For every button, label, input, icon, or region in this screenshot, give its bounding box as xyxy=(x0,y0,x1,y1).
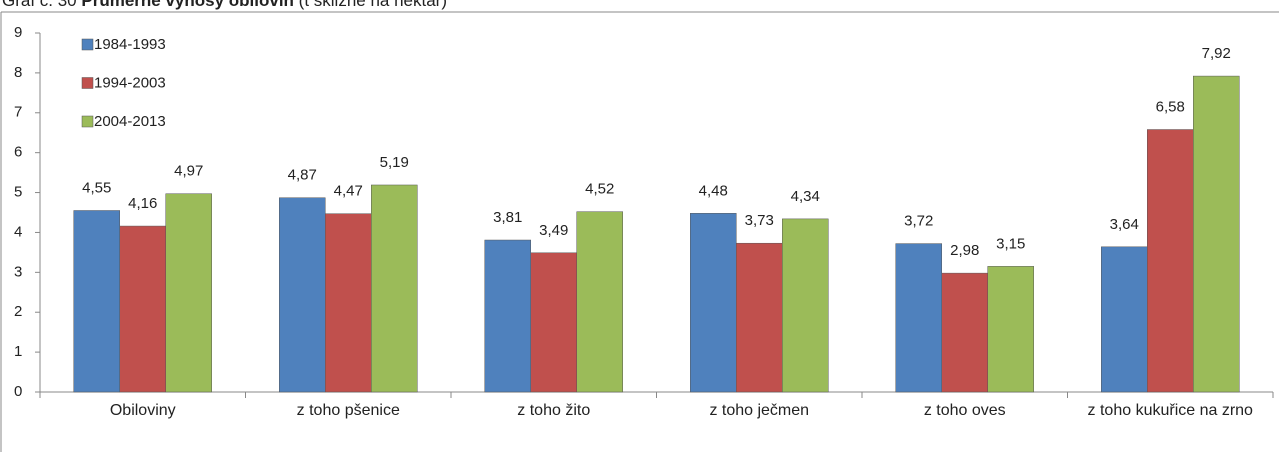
data-label: 3,15 xyxy=(996,235,1025,252)
data-label: 4,16 xyxy=(128,195,157,212)
bar xyxy=(484,239,531,393)
bar xyxy=(987,266,1034,393)
bar xyxy=(736,242,783,393)
x-tick-label: z toho kukuřice na zrno xyxy=(1087,402,1253,419)
y-tick-label: 2 xyxy=(14,303,22,320)
y-tick-label: 6 xyxy=(14,144,22,161)
data-label: 4,48 xyxy=(699,182,728,199)
data-label: 3,72 xyxy=(904,213,933,230)
legend-label: 1984-1993 xyxy=(94,36,166,53)
chart-title: Graf č. 30 Průměrné výnosy obilovin (t s… xyxy=(2,0,447,11)
bar xyxy=(165,193,212,393)
data-label: 7,92 xyxy=(1202,45,1231,62)
bar xyxy=(782,218,829,393)
x-tick-label: z toho žito xyxy=(517,402,591,419)
data-label: 4,34 xyxy=(791,188,820,205)
data-label: 3,73 xyxy=(745,212,774,229)
legend-swatch xyxy=(81,38,94,51)
bar xyxy=(895,243,942,393)
data-label: 2,98 xyxy=(950,242,979,259)
legend-swatch xyxy=(81,115,94,128)
data-label: 4,52 xyxy=(585,181,614,198)
y-tick-label: 4 xyxy=(14,223,22,240)
bar xyxy=(371,184,418,393)
bar xyxy=(576,211,623,393)
legend-swatch xyxy=(81,77,94,89)
bar xyxy=(1147,129,1194,393)
bar xyxy=(325,213,372,393)
bar xyxy=(1101,246,1148,393)
data-label: 4,97 xyxy=(174,163,203,180)
x-tick-label: z toho pšenice xyxy=(296,402,400,419)
y-tick-label: 7 xyxy=(14,104,22,121)
legend-label: 1994-2003 xyxy=(94,74,166,91)
data-label: 4,55 xyxy=(82,179,111,196)
x-tick-label: Obiloviny xyxy=(109,402,176,419)
y-tick-label: 0 xyxy=(14,383,22,400)
data-label: 5,19 xyxy=(380,154,409,171)
y-tick-label: 9 xyxy=(14,24,22,41)
bar xyxy=(73,210,120,393)
data-label: 4,47 xyxy=(334,183,363,200)
y-tick-label: 1 xyxy=(14,343,22,360)
bar xyxy=(530,252,577,393)
x-tick-label: z toho ječmen xyxy=(709,402,810,419)
y-tick-label: 3 xyxy=(14,263,22,280)
bar xyxy=(119,225,166,393)
data-label: 3,49 xyxy=(539,222,568,239)
y-tick-label: 5 xyxy=(14,184,22,201)
bar xyxy=(1193,75,1240,393)
title-part: Průměrné výnosy obilovin xyxy=(81,0,294,10)
bar xyxy=(279,197,326,393)
title-part: Graf č. 30 xyxy=(2,0,77,10)
bar xyxy=(690,213,737,393)
bar xyxy=(941,272,988,393)
x-tick-label: z toho oves xyxy=(923,402,1006,419)
data-label: 3,81 xyxy=(493,209,522,226)
legend-label: 2004-2013 xyxy=(94,113,166,130)
data-label: 4,87 xyxy=(288,167,317,184)
y-tick-label: 8 xyxy=(14,64,22,81)
data-label: 6,58 xyxy=(1156,98,1185,115)
title-part: (t sklizně na hektar) xyxy=(298,0,448,10)
data-label: 3,64 xyxy=(1110,216,1139,233)
